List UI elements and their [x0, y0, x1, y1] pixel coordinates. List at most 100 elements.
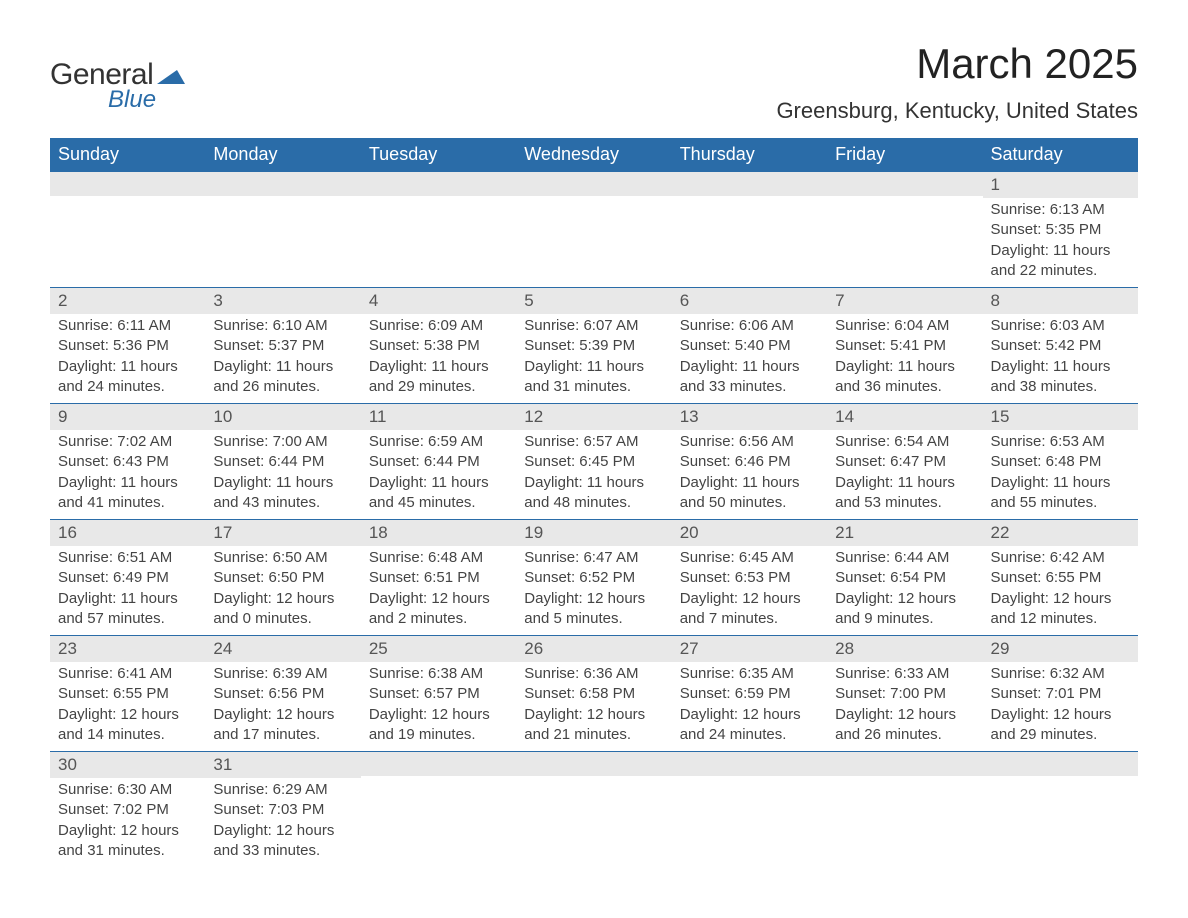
- calendar-day-cell: [205, 172, 360, 288]
- sunrise-line: Sunrise: 6:45 AM: [680, 548, 819, 568]
- calendar-day-cell: [827, 752, 982, 868]
- daylight-line: Daylight: 11 hours and 31 minutes.: [524, 357, 663, 398]
- calendar-day-cell: 21Sunrise: 6:44 AMSunset: 6:54 PMDayligh…: [827, 520, 982, 636]
- day-number: [672, 752, 827, 776]
- day-details: [361, 776, 516, 846]
- day-details: Sunrise: 7:00 AMSunset: 6:44 PMDaylight:…: [205, 430, 360, 519]
- daylight-line: Daylight: 11 hours and 33 minutes.: [680, 357, 819, 398]
- sunset-line: Sunset: 5:35 PM: [991, 220, 1130, 240]
- calendar-week-row: 16Sunrise: 6:51 AMSunset: 6:49 PMDayligh…: [50, 520, 1138, 636]
- calendar-day-cell: 7Sunrise: 6:04 AMSunset: 5:41 PMDaylight…: [827, 288, 982, 404]
- weekday-header: Sunday: [50, 138, 205, 172]
- sunset-line: Sunset: 7:00 PM: [835, 684, 974, 704]
- day-details: Sunrise: 7:02 AMSunset: 6:43 PMDaylight:…: [50, 430, 205, 519]
- sunrise-line: Sunrise: 6:11 AM: [58, 316, 197, 336]
- calendar-day-cell: 14Sunrise: 6:54 AMSunset: 6:47 PMDayligh…: [827, 404, 982, 520]
- calendar-day-cell: 3Sunrise: 6:10 AMSunset: 5:37 PMDaylight…: [205, 288, 360, 404]
- day-details: Sunrise: 6:36 AMSunset: 6:58 PMDaylight:…: [516, 662, 671, 751]
- day-details: Sunrise: 6:59 AMSunset: 6:44 PMDaylight:…: [361, 430, 516, 519]
- sunrise-line: Sunrise: 7:00 AM: [213, 432, 352, 452]
- sunset-line: Sunset: 6:52 PM: [524, 568, 663, 588]
- daylight-line: Daylight: 12 hours and 2 minutes.: [369, 589, 508, 630]
- day-details: [983, 776, 1138, 846]
- daylight-line: Daylight: 11 hours and 38 minutes.: [991, 357, 1130, 398]
- day-number: 14: [827, 404, 982, 430]
- daylight-line: Daylight: 11 hours and 41 minutes.: [58, 473, 197, 514]
- sunrise-line: Sunrise: 6:04 AM: [835, 316, 974, 336]
- day-details: Sunrise: 6:04 AMSunset: 5:41 PMDaylight:…: [827, 314, 982, 403]
- sunset-line: Sunset: 5:41 PM: [835, 336, 974, 356]
- weekday-header: Wednesday: [516, 138, 671, 172]
- calendar-week-row: 9Sunrise: 7:02 AMSunset: 6:43 PMDaylight…: [50, 404, 1138, 520]
- daylight-line: Daylight: 11 hours and 36 minutes.: [835, 357, 974, 398]
- day-number: [205, 172, 360, 196]
- day-details: Sunrise: 6:50 AMSunset: 6:50 PMDaylight:…: [205, 546, 360, 635]
- sunset-line: Sunset: 6:44 PM: [369, 452, 508, 472]
- day-number: 1: [983, 172, 1138, 198]
- day-number: 2: [50, 288, 205, 314]
- day-details: Sunrise: 6:29 AMSunset: 7:03 PMDaylight:…: [205, 778, 360, 867]
- day-number: 25: [361, 636, 516, 662]
- sunset-line: Sunset: 6:53 PM: [680, 568, 819, 588]
- sunrise-line: Sunrise: 6:48 AM: [369, 548, 508, 568]
- sunset-line: Sunset: 7:03 PM: [213, 800, 352, 820]
- day-number: 6: [672, 288, 827, 314]
- calendar-day-cell: [361, 752, 516, 868]
- daylight-line: Daylight: 12 hours and 7 minutes.: [680, 589, 819, 630]
- calendar-day-cell: 8Sunrise: 6:03 AMSunset: 5:42 PMDaylight…: [983, 288, 1138, 404]
- sunrise-line: Sunrise: 6:53 AM: [991, 432, 1130, 452]
- daylight-line: Daylight: 11 hours and 57 minutes.: [58, 589, 197, 630]
- day-details: Sunrise: 6:53 AMSunset: 6:48 PMDaylight:…: [983, 430, 1138, 519]
- weekday-header: Saturday: [983, 138, 1138, 172]
- day-details: [827, 776, 982, 846]
- day-number: 17: [205, 520, 360, 546]
- day-number: 31: [205, 752, 360, 778]
- weekday-header: Monday: [205, 138, 360, 172]
- calendar-day-cell: 12Sunrise: 6:57 AMSunset: 6:45 PMDayligh…: [516, 404, 671, 520]
- sunrise-line: Sunrise: 6:30 AM: [58, 780, 197, 800]
- weekday-header-row: SundayMondayTuesdayWednesdayThursdayFrid…: [50, 138, 1138, 172]
- sunrise-line: Sunrise: 6:07 AM: [524, 316, 663, 336]
- month-title: March 2025: [776, 40, 1138, 88]
- daylight-line: Daylight: 12 hours and 26 minutes.: [835, 705, 974, 746]
- day-number: 19: [516, 520, 671, 546]
- day-details: Sunrise: 6:03 AMSunset: 5:42 PMDaylight:…: [983, 314, 1138, 403]
- sunset-line: Sunset: 5:37 PM: [213, 336, 352, 356]
- sunrise-line: Sunrise: 6:59 AM: [369, 432, 508, 452]
- sunrise-line: Sunrise: 6:36 AM: [524, 664, 663, 684]
- calendar-day-cell: 4Sunrise: 6:09 AMSunset: 5:38 PMDaylight…: [361, 288, 516, 404]
- sunset-line: Sunset: 6:55 PM: [58, 684, 197, 704]
- day-number: 8: [983, 288, 1138, 314]
- sunrise-line: Sunrise: 6:06 AM: [680, 316, 819, 336]
- calendar-day-cell: [827, 172, 982, 288]
- day-number: 12: [516, 404, 671, 430]
- day-details: Sunrise: 6:09 AMSunset: 5:38 PMDaylight:…: [361, 314, 516, 403]
- calendar-day-cell: 16Sunrise: 6:51 AMSunset: 6:49 PMDayligh…: [50, 520, 205, 636]
- day-number: [361, 752, 516, 776]
- calendar-day-cell: [516, 752, 671, 868]
- weekday-header: Tuesday: [361, 138, 516, 172]
- day-details: Sunrise: 6:38 AMSunset: 6:57 PMDaylight:…: [361, 662, 516, 751]
- daylight-line: Daylight: 12 hours and 19 minutes.: [369, 705, 508, 746]
- daylight-line: Daylight: 12 hours and 5 minutes.: [524, 589, 663, 630]
- daylight-line: Daylight: 12 hours and 21 minutes.: [524, 705, 663, 746]
- logo-text-blue: Blue: [108, 86, 156, 114]
- day-number: 7: [827, 288, 982, 314]
- sunset-line: Sunset: 6:54 PM: [835, 568, 974, 588]
- day-number: 4: [361, 288, 516, 314]
- day-details: [361, 196, 516, 266]
- day-details: [50, 196, 205, 266]
- calendar-day-cell: 13Sunrise: 6:56 AMSunset: 6:46 PMDayligh…: [672, 404, 827, 520]
- calendar-day-cell: 26Sunrise: 6:36 AMSunset: 6:58 PMDayligh…: [516, 636, 671, 752]
- daylight-line: Daylight: 12 hours and 0 minutes.: [213, 589, 352, 630]
- logo-shape-icon: [157, 64, 185, 84]
- sunset-line: Sunset: 6:50 PM: [213, 568, 352, 588]
- sunrise-line: Sunrise: 6:39 AM: [213, 664, 352, 684]
- title-block: March 2025 Greensburg, Kentucky, United …: [776, 40, 1138, 124]
- day-details: Sunrise: 6:42 AMSunset: 6:55 PMDaylight:…: [983, 546, 1138, 635]
- sunrise-line: Sunrise: 6:29 AM: [213, 780, 352, 800]
- day-details: Sunrise: 6:13 AMSunset: 5:35 PMDaylight:…: [983, 198, 1138, 287]
- day-details: Sunrise: 6:39 AMSunset: 6:56 PMDaylight:…: [205, 662, 360, 751]
- location-subtitle: Greensburg, Kentucky, United States: [776, 98, 1138, 124]
- calendar-day-cell: 1Sunrise: 6:13 AMSunset: 5:35 PMDaylight…: [983, 172, 1138, 288]
